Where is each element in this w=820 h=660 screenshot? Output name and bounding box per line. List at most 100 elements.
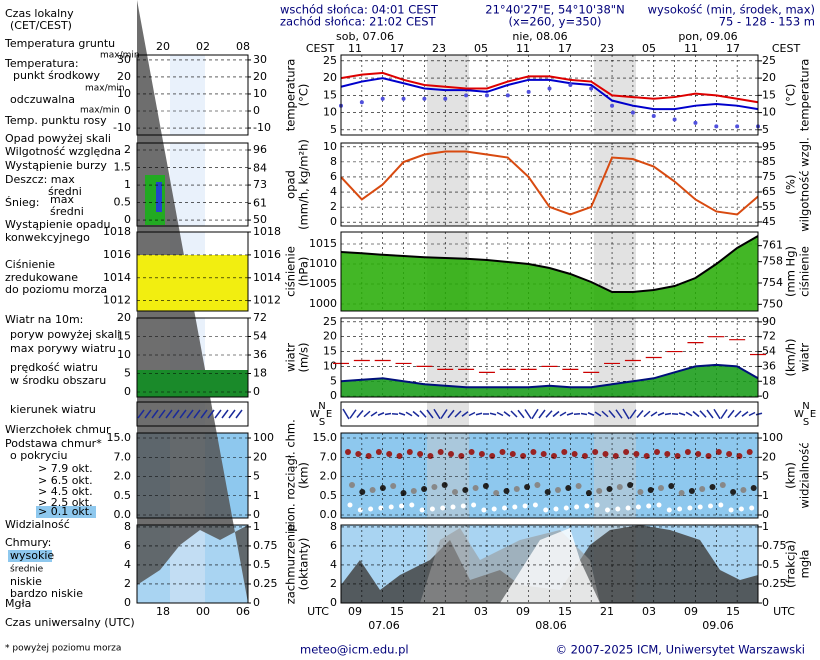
cloud-base-dot <box>551 453 557 459</box>
cloud-base-dot <box>647 487 654 493</box>
cloud-base-dot <box>708 503 713 509</box>
wind-arrow <box>727 409 735 419</box>
panel-frame <box>340 401 759 427</box>
panel-frame <box>340 231 759 312</box>
mini-y2-tick-label: 1 <box>253 520 260 533</box>
mini-y2-tick-label: 0 <box>253 596 260 609</box>
wind-arrow <box>412 410 420 418</box>
utc-hour: 21 <box>600 605 614 618</box>
wind-arrow <box>650 411 658 417</box>
utc-hour: 15 <box>558 605 572 618</box>
cloud-base-dot <box>512 504 518 510</box>
y-tick-label: 2 <box>330 577 337 590</box>
cloud-base-dot <box>623 449 630 455</box>
wind-arrow <box>454 410 462 418</box>
legend-text: kierunek wiatru <box>10 403 96 416</box>
cest-hour: 23 <box>432 42 446 55</box>
legend-text: max/min <box>80 106 120 116</box>
cloud-base-dot <box>437 449 444 455</box>
cloud-base-dot <box>606 486 613 492</box>
axis-label: (°C) <box>297 84 311 107</box>
cloud-base-dot <box>574 504 580 510</box>
utc-label: UTC <box>307 605 329 618</box>
series-area <box>341 364 758 397</box>
series-dot <box>630 110 635 115</box>
cloud-base-dot <box>561 449 568 455</box>
cest-hour: 05 <box>642 42 656 55</box>
wind-arrow <box>235 409 243 419</box>
cloud-base-dot <box>633 451 640 457</box>
wind-arrow <box>433 408 441 420</box>
series-dot <box>422 96 427 101</box>
mini-y-tick-label: 0.5 <box>114 196 132 209</box>
series-line <box>340 77 759 111</box>
legend-text: w środku obszaru <box>10 374 106 387</box>
cloud-base-dot <box>478 451 485 457</box>
mini-y-tick-label: 0 <box>124 104 131 117</box>
cloud-base-dot <box>584 503 590 509</box>
wind-arrow <box>608 410 616 418</box>
y2-tick-label: 750 <box>762 297 783 310</box>
y-tick-label: 1000 <box>309 297 337 310</box>
series-line <box>340 71 759 104</box>
cloud-base-dot <box>553 506 559 512</box>
wind-arrow <box>678 412 686 416</box>
cloud-base-dot <box>406 449 413 455</box>
mini-y2-tick-label: 100 <box>253 431 274 444</box>
mini-frame <box>136 401 249 427</box>
wind-arrow <box>615 409 623 419</box>
cloud-base-dot <box>625 505 631 511</box>
wind-arrow <box>447 409 455 419</box>
cloud-base-dot <box>750 485 757 491</box>
day-bottom: 07.06 <box>368 619 400 632</box>
y2-tick-label: 761 <box>762 239 783 252</box>
cloud-base-dot <box>627 482 634 488</box>
y2-tick-label: 85 <box>762 155 776 168</box>
y2-tick-label: 0 <box>762 389 769 402</box>
utc-hour: 09 <box>348 605 362 618</box>
cloud-base-dot <box>462 487 469 493</box>
mini-y-tick-label: 0.5 <box>114 489 132 502</box>
mini-y-tick-label: 2 <box>124 143 131 156</box>
y-tick-label: 10 <box>323 359 337 372</box>
y2-tick-label: 5 <box>762 123 769 136</box>
legend-text: Widzialność <box>5 518 70 531</box>
panel-frame <box>340 432 759 519</box>
cloud-base-dot <box>571 451 578 457</box>
day-bottom: 08.06 <box>535 619 567 632</box>
legend-text: Podstawa chmur* <box>5 437 102 450</box>
cloud-base-dot <box>368 506 374 512</box>
mini-top-hour: 02 <box>196 40 210 53</box>
wind-arrow <box>664 412 672 416</box>
cloud-base-dot <box>596 488 603 494</box>
utc-hour: 21 <box>432 605 446 618</box>
y-tick-label: 1015 <box>309 237 337 250</box>
legend-text: Wiatr na 10m: <box>5 313 83 326</box>
coords: 21°40'27"E, 54°10'38"N <box>485 3 624 17</box>
mini-y2-tick-label: 50 <box>253 213 267 226</box>
wind-arrow <box>734 410 742 418</box>
y2-tick-label: 36 <box>762 359 776 372</box>
mini-y2-tick-label: 1016 <box>253 248 281 261</box>
y-tick-label: 8 <box>330 520 337 533</box>
wind-arrow <box>172 409 180 419</box>
axis-label: (km) <box>297 462 311 489</box>
wind-arrow <box>566 412 574 416</box>
cloud-base-dot <box>409 502 415 508</box>
legend-text: Temperatura gruntu <box>4 37 115 50</box>
y2-tick-label: 54 <box>762 345 776 358</box>
mini-y2-tick-label: 1014 <box>253 271 281 284</box>
legend-text: Mgła <box>5 597 31 610</box>
mini-y2-tick-label: 61 <box>253 196 267 209</box>
axis-label: wilgotność wzgl. <box>798 137 812 232</box>
mini-bottom-hour: 00 <box>196 605 210 618</box>
cloud-base-dot <box>664 451 671 457</box>
y-tick-label: 8 <box>330 155 337 168</box>
night-band <box>427 402 469 426</box>
cest-hour: 11 <box>684 42 698 55</box>
legend-text: Wilgotność względna <box>5 145 121 158</box>
legend-text: poryw powyżej skali <box>10 328 120 341</box>
mini-y-tick-label: 0 <box>124 596 131 609</box>
cloud-base-dot <box>460 503 466 509</box>
legend-text: Opad powyżej skali <box>5 132 111 145</box>
